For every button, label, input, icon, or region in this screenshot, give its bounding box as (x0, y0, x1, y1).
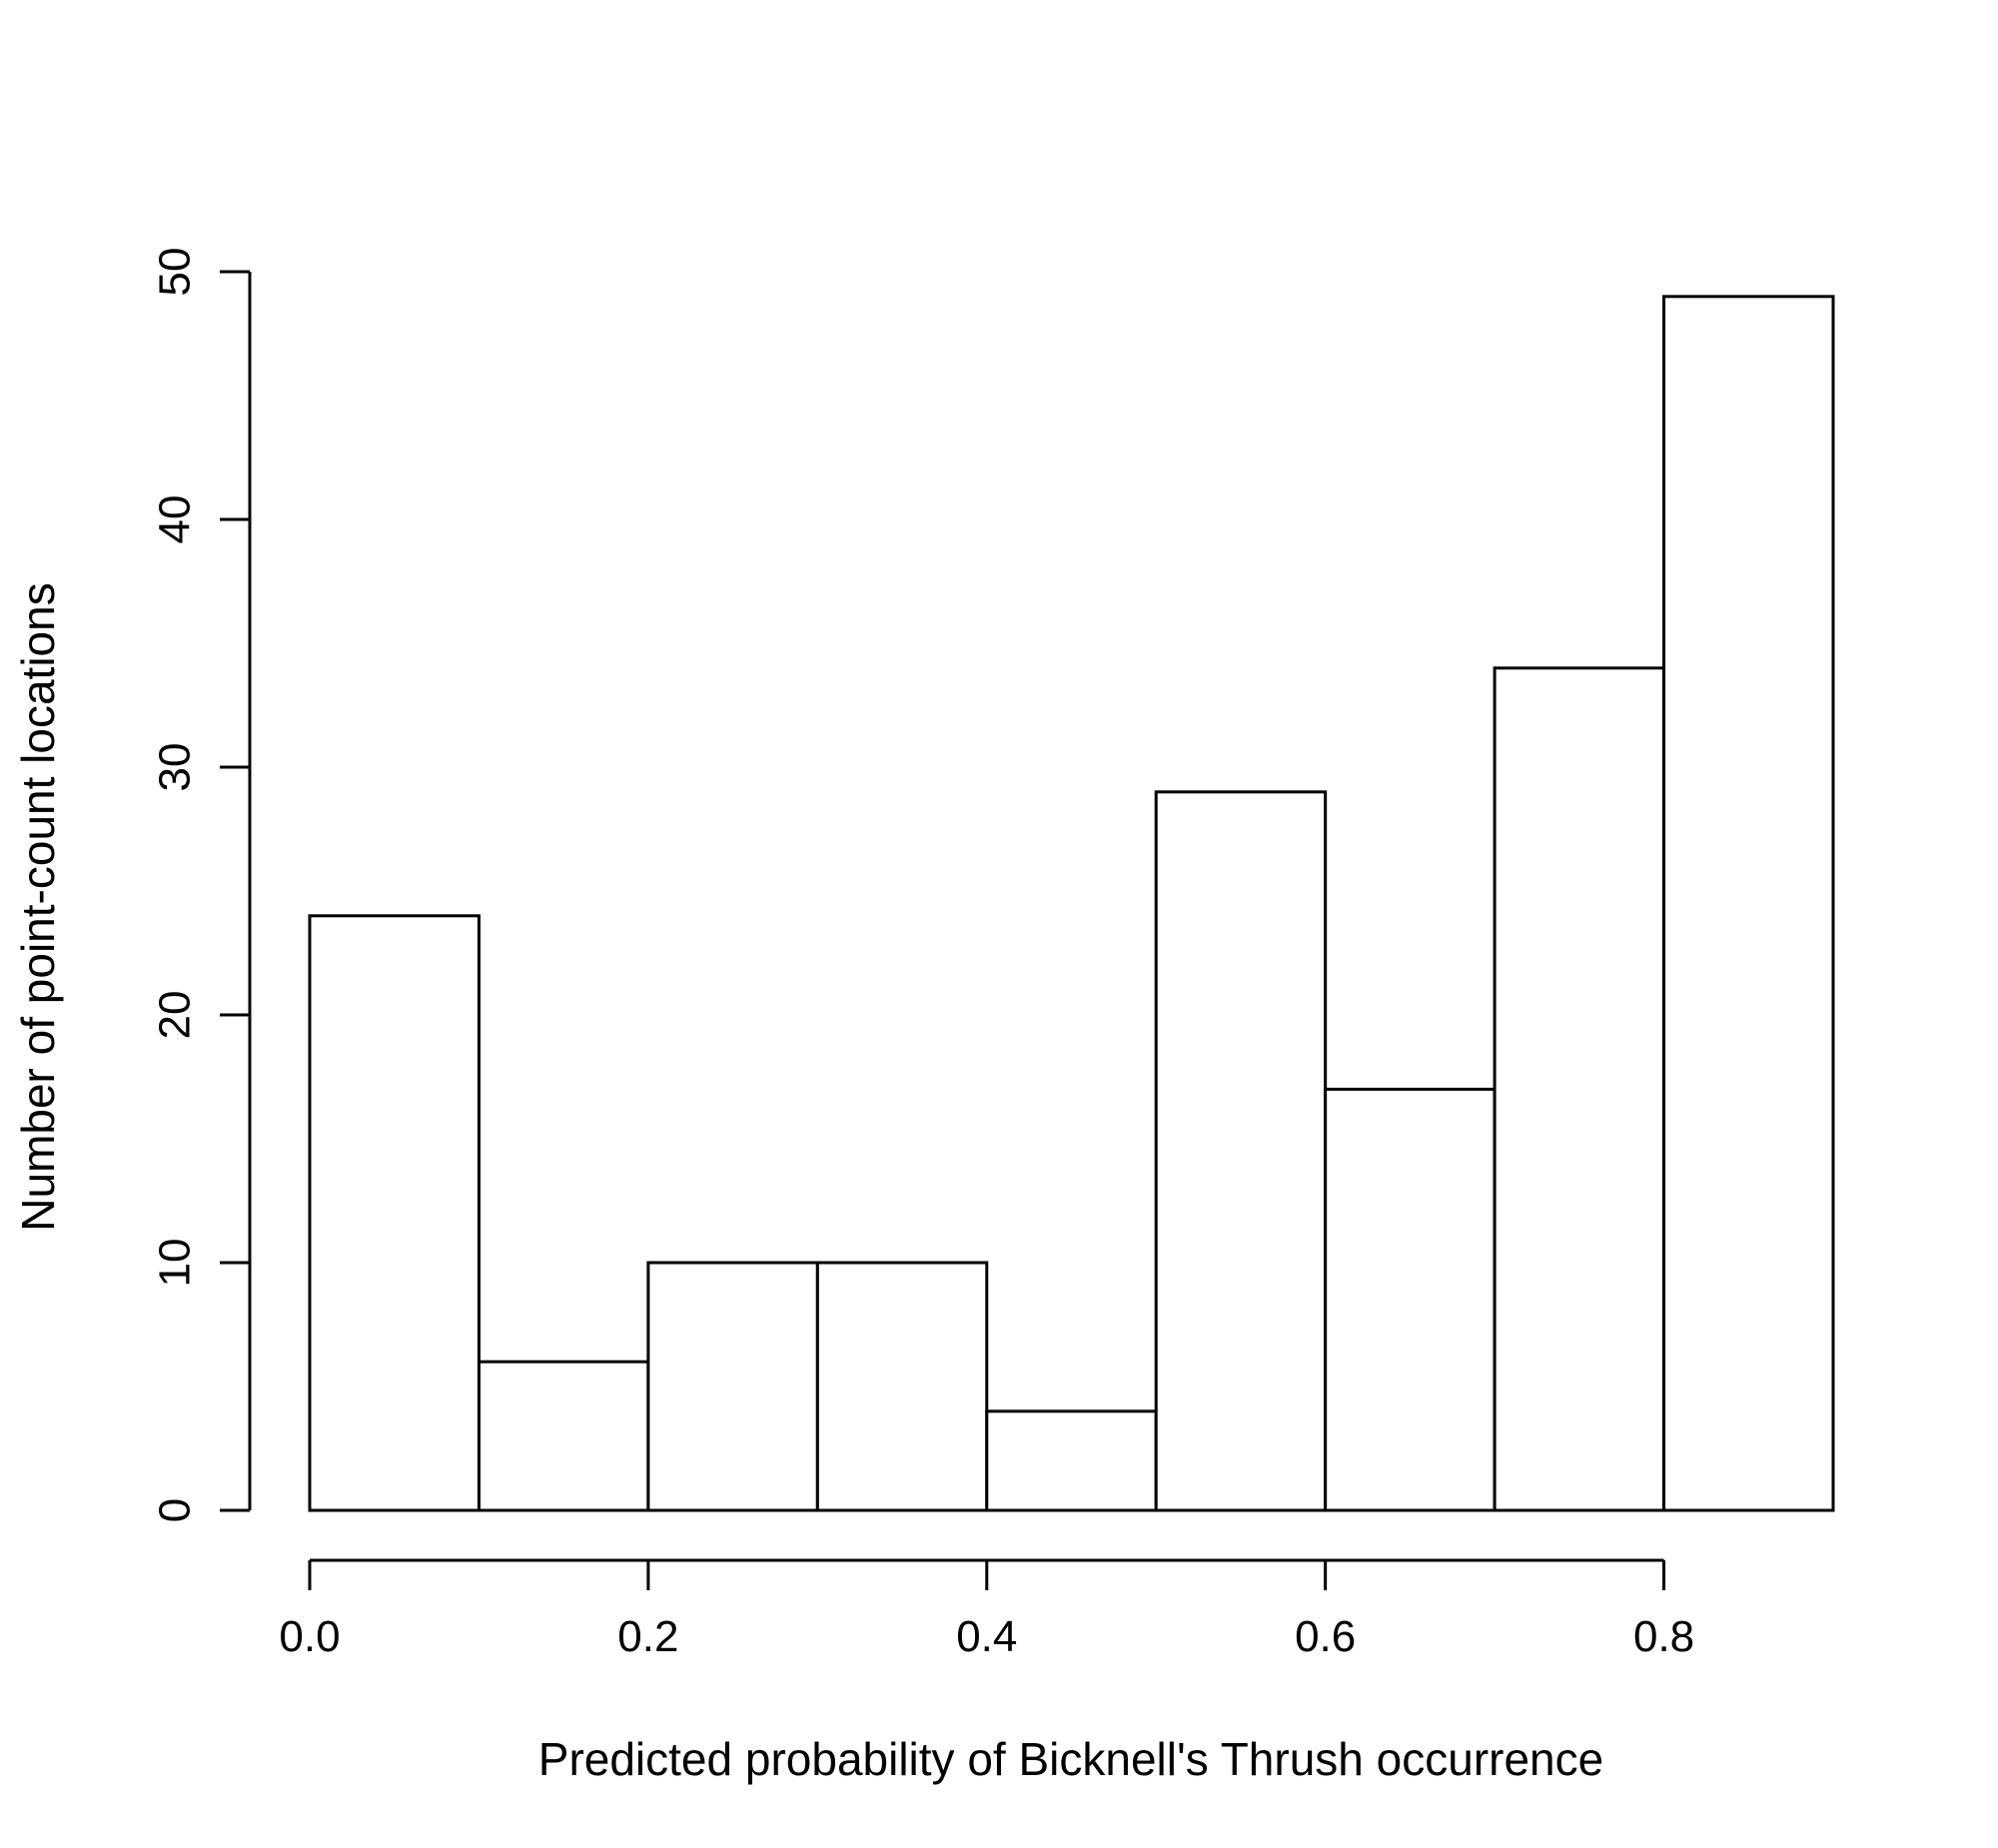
bars-layer (308, 295, 1835, 1512)
x-axis-title: Predicted probability of Bicknell's Thru… (538, 1733, 1603, 1785)
histogram-bar-4 (815, 1261, 989, 1512)
x-axis: 0.0 0.2 0.4 0.6 0.8 (279, 1558, 1694, 1661)
histogram-bar-7 (1324, 1087, 1497, 1512)
histogram-bar-3 (646, 1261, 819, 1512)
histogram-bar-2 (477, 1360, 650, 1512)
x-tick-label: 0.0 (279, 1612, 340, 1661)
y-tick-label: 10 (151, 1239, 200, 1288)
y-tick-label: 0 (151, 1498, 200, 1522)
x-tick-label: 0.8 (1633, 1612, 1694, 1661)
histogram-bar-1 (308, 914, 481, 1512)
y-axis-title: Number of point-count locations (12, 582, 64, 1231)
x-tick-label: 0.2 (617, 1612, 678, 1661)
histogram-bar-9 (1662, 295, 1835, 1512)
histogram-bar-5 (985, 1409, 1158, 1512)
y-axis: 0 10 20 30 40 50 (151, 248, 252, 1522)
histogram-bar-6 (1154, 790, 1328, 1512)
histogram-bar-8 (1493, 666, 1666, 1512)
y-tick-label: 50 (151, 248, 200, 297)
x-tick-label: 0.4 (956, 1612, 1017, 1661)
y-tick-label: 30 (151, 743, 200, 792)
x-tick-label: 0.6 (1295, 1612, 1356, 1661)
y-tick-label: 40 (151, 495, 200, 544)
y-tick-label: 20 (151, 991, 200, 1040)
